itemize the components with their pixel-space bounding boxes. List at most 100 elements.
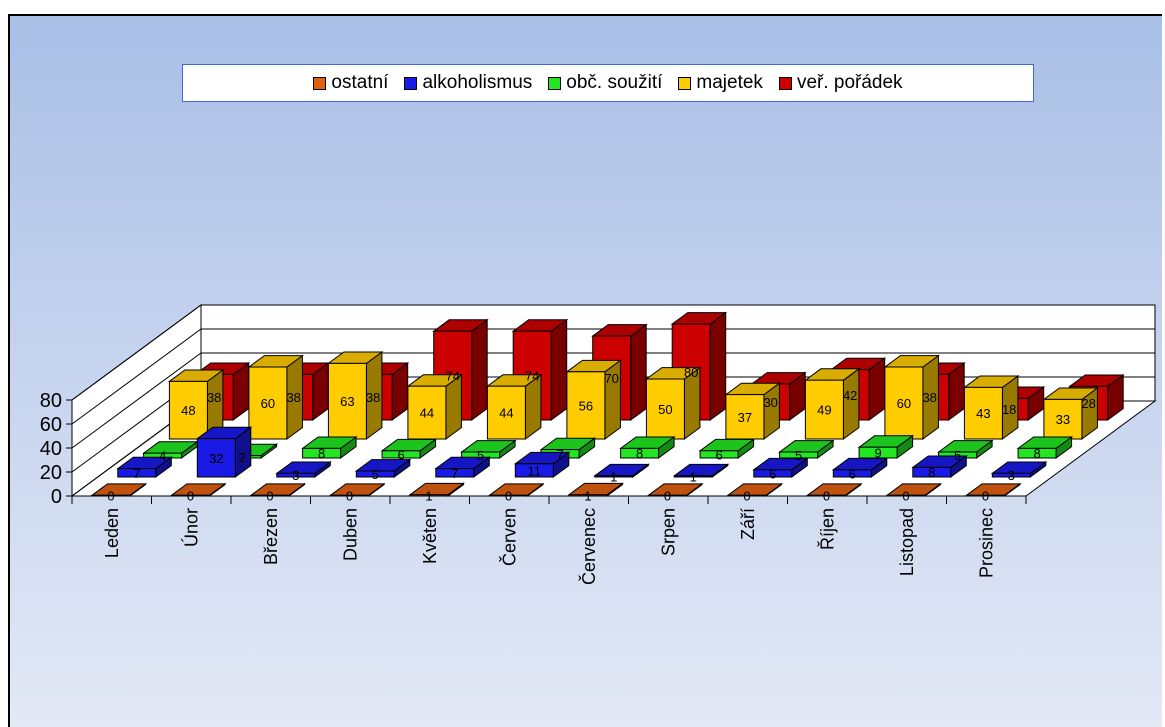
legend-item: obč. soužití	[548, 72, 662, 94]
bar-side	[550, 318, 568, 421]
gridline	[71, 352, 1155, 449]
legend-item: majetek	[678, 72, 763, 94]
bar	[805, 482, 863, 497]
bar-side	[471, 318, 488, 421]
bar	[646, 482, 704, 497]
data-label: 3	[292, 468, 299, 483]
legend-swatch	[678, 76, 692, 90]
bar-front	[832, 469, 872, 478]
legend-item: veř. pořádek	[778, 72, 903, 94]
bar	[328, 482, 386, 497]
x-tick-label: Červenec	[578, 508, 599, 585]
bar-front	[594, 475, 634, 478]
data-label: 6	[769, 466, 776, 481]
bar-front	[435, 468, 475, 478]
legend-label: alkoholismus	[422, 72, 533, 93]
x-tick-label: Březen	[261, 508, 281, 565]
data-label: 6	[397, 447, 404, 462]
data-label: 9	[874, 446, 881, 461]
data-label: 8	[636, 446, 643, 461]
x-tick-label: Květen	[420, 508, 440, 564]
data-label: 1	[690, 469, 697, 484]
data-label: 48	[181, 403, 195, 418]
data-label: 63	[340, 394, 354, 409]
x-tick-label: Červen	[498, 508, 519, 566]
data-label: 0	[902, 489, 909, 504]
bar	[1016, 436, 1074, 459]
bar	[249, 482, 307, 497]
bar	[619, 436, 676, 459]
data-label: 32	[209, 451, 223, 466]
legend-item: alkoholismus	[404, 72, 532, 94]
data-label: 0	[982, 489, 989, 504]
data-label: 37	[738, 410, 752, 425]
bar	[460, 439, 517, 459]
bar-front	[645, 378, 685, 440]
bar	[275, 461, 332, 478]
data-label: 60	[261, 396, 275, 411]
y-tick-label: 80	[40, 390, 62, 412]
bar	[831, 457, 889, 478]
y-tick-label: 40	[40, 438, 62, 460]
bar-front	[884, 366, 924, 440]
bar	[169, 482, 227, 497]
data-label: 0	[346, 489, 353, 504]
bar	[911, 455, 968, 478]
data-label: 44	[499, 406, 513, 421]
legend-item: ostatní	[313, 72, 388, 94]
bar-front	[673, 475, 713, 478]
data-label: 2	[238, 450, 245, 465]
legend: ostatní alkoholismus obč. soužití majetek ve…	[182, 64, 1034, 102]
bar-front	[486, 385, 526, 440]
bar	[406, 373, 463, 440]
data-label: 5	[954, 448, 961, 463]
data-label: 70	[604, 371, 618, 386]
x-tick-label: Leden	[102, 508, 122, 558]
y-tick-label: 60	[40, 414, 62, 436]
gridline	[71, 328, 1155, 425]
data-label: 1	[584, 488, 591, 503]
data-label: 3	[1008, 468, 1015, 483]
bar	[167, 369, 225, 440]
labels: 2818384230807074743838383343604937505644…	[107, 365, 1096, 504]
bar-front	[196, 438, 236, 478]
bar-front	[250, 494, 290, 497]
data-label: 43	[976, 406, 990, 421]
bar-front	[1043, 398, 1083, 440]
data-label: 18	[1002, 402, 1016, 417]
bar-front	[91, 494, 131, 497]
legend-swatch	[404, 76, 418, 90]
data-label: 74	[525, 369, 539, 384]
x-tick-label: Únor	[180, 508, 201, 547]
y-tick-label: 20	[40, 462, 62, 484]
data-label: 6	[849, 466, 856, 481]
legend-swatch	[313, 76, 327, 90]
bar-front	[117, 468, 157, 478]
bar	[672, 463, 730, 478]
bar-front	[168, 380, 208, 440]
data-label: 1	[425, 488, 432, 503]
bar-front	[727, 494, 767, 497]
bar	[485, 373, 543, 440]
data-label: 4	[159, 449, 166, 464]
bar	[593, 463, 650, 478]
legend-label: majetek	[696, 72, 763, 93]
data-label: 11	[528, 463, 542, 478]
x-tick-label: Září	[738, 508, 758, 540]
bar	[803, 367, 861, 440]
bar	[195, 426, 253, 478]
bar-front	[966, 494, 1005, 497]
bar-side	[842, 367, 860, 440]
data-label: 5	[372, 467, 379, 482]
data-label: 0	[743, 489, 750, 504]
bar-side	[630, 323, 647, 421]
data-label: 0	[505, 489, 512, 504]
data-label: 8	[928, 465, 935, 480]
legend-label: obč. soužití	[566, 72, 663, 93]
data-label: 8	[1033, 446, 1040, 461]
data-label: 0	[107, 489, 114, 504]
data-label: 7	[556, 447, 563, 462]
bar	[1042, 387, 1099, 440]
